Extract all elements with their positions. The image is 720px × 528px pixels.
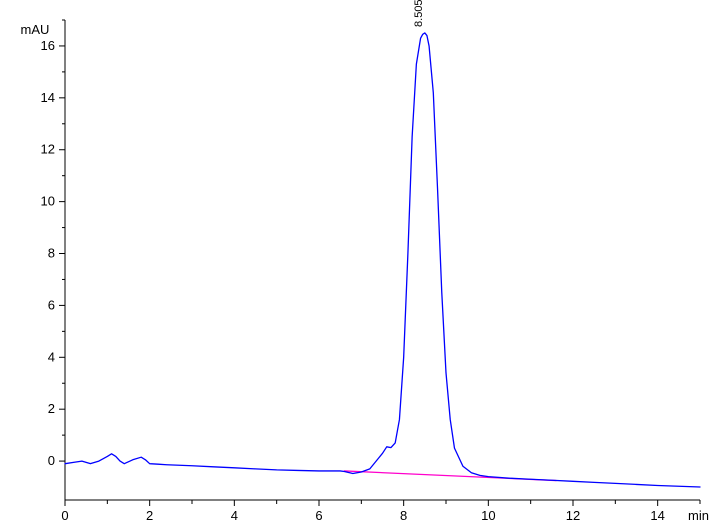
y-tick-label: 16 (41, 38, 55, 53)
y-tick-label: 10 (41, 194, 55, 209)
x-axis-label: min (688, 508, 709, 523)
y-tick-label: 6 (48, 297, 55, 312)
x-tick-label: 14 (650, 508, 664, 523)
y-tick-label: 14 (41, 90, 55, 105)
x-tick-label: 12 (566, 508, 580, 523)
x-tick-label: 8 (400, 508, 407, 523)
y-tick-label: 12 (41, 142, 55, 157)
y-tick-label: 4 (48, 349, 55, 364)
x-tick-label: 4 (231, 508, 238, 523)
x-tick-label: 2 (146, 508, 153, 523)
y-tick-label: 0 (48, 453, 55, 468)
y-tick-label: 8 (48, 246, 55, 261)
y-tick-label: 2 (48, 401, 55, 416)
y-axis-label: mAU (21, 22, 50, 37)
chromatogram-chart: 0 2 4 6 8 10 12 14 0 2 4 6 8 10 12 14 16mAU min 8.505 (0, 0, 720, 528)
x-tick-label: 6 (315, 508, 322, 523)
x-tick-label: 0 (61, 508, 68, 523)
x-tick-label: 10 (481, 508, 495, 523)
peak-label: 8.505 (413, 0, 425, 27)
